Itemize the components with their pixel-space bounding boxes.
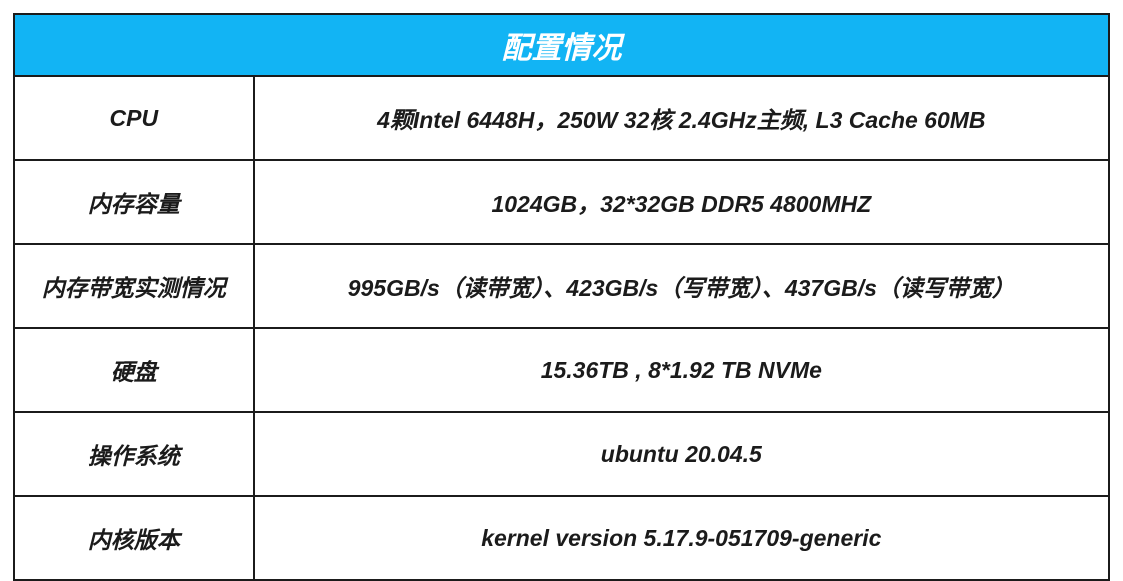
table-title: 配置情况 [14,14,1109,76]
row-value: ubuntu 20.04.5 [254,412,1109,496]
row-label: 内核版本 [14,496,254,580]
row-value: 15.36TB , 8*1.92 TB NVMe [254,328,1109,412]
row-value: 995GB/s（读带宽）、423GB/s（写带宽）、437GB/s（读写带宽） [254,244,1109,328]
table-row: 内存容量 1024GB，32*32GB DDR5 4800MHZ [14,160,1109,244]
row-label: 操作系统 [14,412,254,496]
table-row: 内核版本 kernel version 5.17.9-051709-generi… [14,496,1109,580]
table-row: 硬盘 15.36TB , 8*1.92 TB NVMe [14,328,1109,412]
table-header-row: 配置情况 [14,14,1109,76]
table-row: 操作系统 ubuntu 20.04.5 [14,412,1109,496]
row-label: CPU [14,76,254,160]
row-value: 4颗Intel 6448H，250W 32核 2.4GHz主频, L3 Cach… [254,76,1109,160]
row-label: 内存容量 [14,160,254,244]
table-row: 内存带宽实测情况 995GB/s（读带宽）、423GB/s（写带宽）、437GB… [14,244,1109,328]
config-table: 配置情况 CPU 4颗Intel 6448H，250W 32核 2.4GHz主频… [13,13,1110,581]
row-label: 内存带宽实测情况 [14,244,254,328]
table-row: CPU 4颗Intel 6448H，250W 32核 2.4GHz主频, L3 … [14,76,1109,160]
row-label: 硬盘 [14,328,254,412]
row-value: kernel version 5.17.9-051709-generic [254,496,1109,580]
row-value: 1024GB，32*32GB DDR5 4800MHZ [254,160,1109,244]
